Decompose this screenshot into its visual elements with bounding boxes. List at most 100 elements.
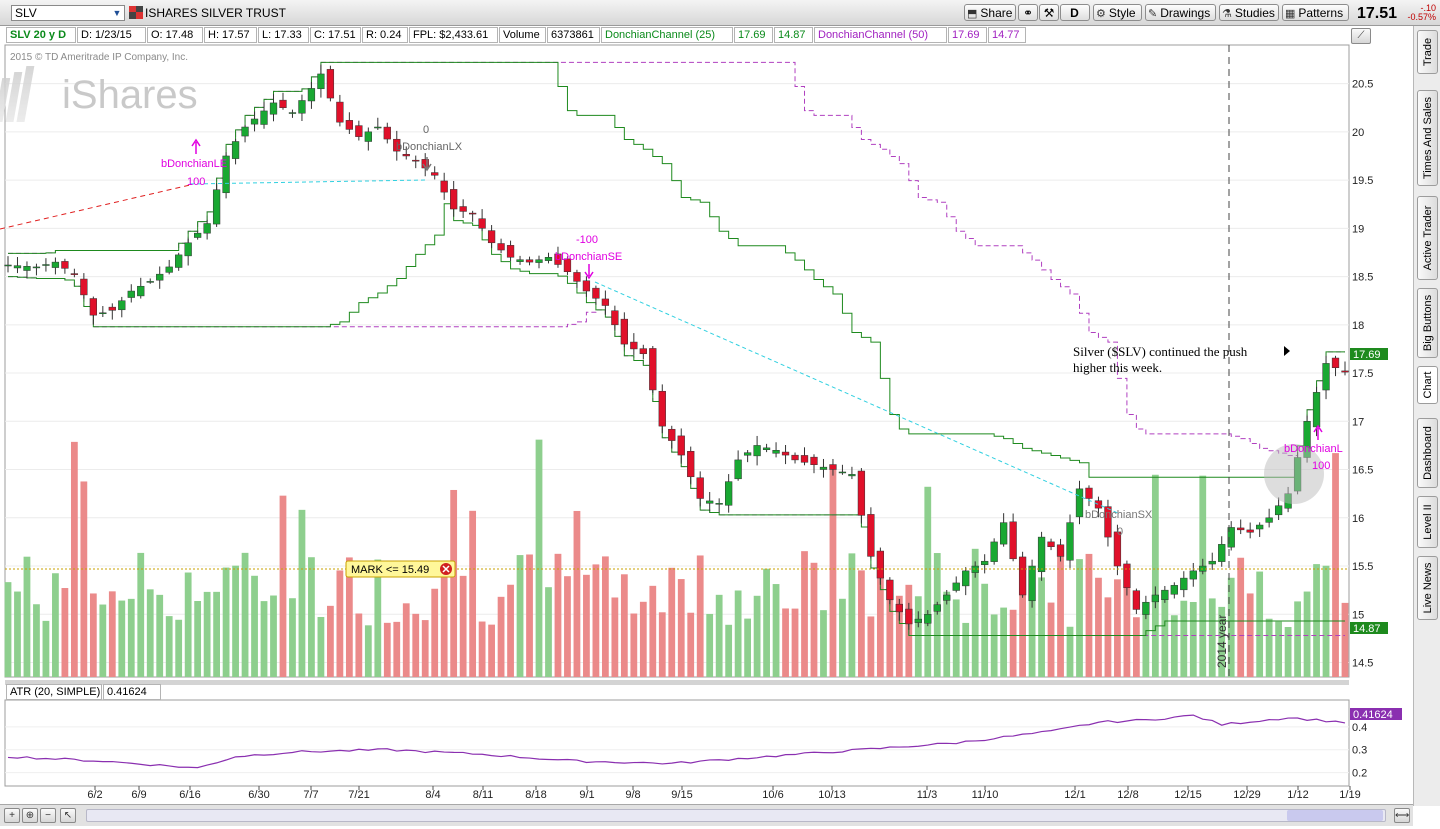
chart-scrollbar[interactable] [86, 809, 1386, 822]
volume-bar [734, 590, 742, 677]
time-tick-label: 8/18 [525, 789, 546, 801]
atr-label[interactable]: ATR (20, SIMPLE) [6, 684, 102, 700]
volume-bar [70, 441, 78, 677]
signal-se[interactable]: -100 bDonchianSE [555, 234, 622, 280]
signal-sx[interactable]: bDonchianSX 0 [1085, 509, 1153, 538]
candle-body [212, 189, 221, 225]
studies-icon: ⚗ [1222, 8, 1232, 20]
patterns-button[interactable]: ▦ Patterns [1282, 4, 1349, 21]
volume-label[interactable]: Volume [499, 27, 546, 43]
candle-body [364, 131, 372, 142]
pointer-icon[interactable]: ↖ [60, 808, 76, 823]
style-button[interactable]: ⚙ Style [1093, 4, 1142, 21]
volume-bar [431, 588, 439, 677]
expand-icon[interactable]: ⟷ [1394, 808, 1410, 823]
dc50-label[interactable]: DonchianChannel (50) [814, 27, 947, 43]
price-tick-label: 20.5 [1352, 79, 1373, 91]
arrow-down-icon [422, 157, 432, 172]
red-trendline[interactable] [0, 184, 191, 230]
mark-alert[interactable]: MARK <= 15.49 [345, 560, 456, 578]
candle-body [70, 273, 79, 275]
volume-bar [611, 597, 619, 677]
scrollbar-thumb[interactable] [1287, 810, 1383, 821]
volume-bar [1284, 626, 1292, 677]
price-tick-label: 15 [1352, 609, 1364, 621]
price-tick-label: 16 [1352, 513, 1364, 525]
candle-body [241, 126, 249, 137]
volume-bar [33, 604, 40, 677]
volume-bar [345, 557, 353, 677]
candle-body [1208, 560, 1216, 565]
drawings-button[interactable]: ✎ Drawings [1145, 4, 1216, 21]
link-button[interactable]: ⚭ [1018, 4, 1038, 21]
candle-body [725, 481, 733, 506]
upper-price-tag: 17.69 [1350, 348, 1388, 361]
time-axis[interactable]: 6/2 6/9 6/16 6/30 7/7 7/21 8/4 8/11 8/18 9/1 9/8 9/… [87, 786, 1361, 801]
volume-bar [23, 556, 31, 677]
zoom-in-icon[interactable]: + [4, 808, 20, 823]
tab-level-ii[interactable]: Level II [1417, 496, 1438, 548]
volume-bar [1151, 474, 1159, 677]
candle-body [231, 141, 240, 159]
candle-body [184, 242, 192, 257]
volume-bar [279, 495, 287, 677]
candle-body [573, 272, 581, 282]
volume-bar [639, 601, 647, 677]
candle-body [497, 243, 505, 251]
price-axis[interactable]: 20.5 20 19.5 19 18.5 18 17.5 17 16.5 16 15.5 15 14.5 [1352, 79, 1373, 670]
zoom-out-icon[interactable]: − [40, 808, 56, 823]
time-tick-label: 9/1 [579, 789, 594, 801]
price-chart[interactable]: iShares 2015 © TD Ameritrade IP Company,… [0, 0, 1413, 804]
tab-live-news[interactable]: Live News [1417, 556, 1438, 620]
tab-chart-label: Chart [1421, 371, 1434, 399]
candle-body [1142, 601, 1150, 615]
volume-bar [14, 591, 21, 677]
stat-range: R: 0.24 [362, 27, 408, 43]
volume-bar [127, 598, 135, 677]
chart-mode-icon[interactable]: ⟋ [1351, 28, 1371, 44]
volume-bar [383, 622, 391, 677]
cyan-trendline-2[interactable] [594, 281, 1121, 515]
studies-label: Studies [1234, 6, 1275, 20]
tab-times-and-sales[interactable]: Times And Sales [1417, 90, 1438, 186]
signal-le[interactable]: bDonchianLE 100 [161, 138, 227, 188]
volume-bar [914, 596, 922, 677]
tab-dashboard[interactable]: Dashboard [1417, 418, 1438, 488]
tab-big-buttons[interactable]: Big Buttons [1417, 288, 1438, 358]
signal-lx[interactable]: 0 bDonchianLX [396, 124, 463, 172]
signal-le2[interactable]: bDonchianL 100 [1284, 424, 1343, 472]
chevron-down-icon[interactable]: ▼ [112, 8, 122, 18]
symbol-period[interactable]: SLV 20 y D [6, 27, 76, 43]
time-tick-label: 12/29 [1233, 789, 1261, 801]
upper-price-tag-label: 17.69 [1353, 349, 1381, 361]
atr-value-tag-label: 0.41624 [1353, 709, 1393, 721]
time-tick-label: 8/4 [425, 789, 440, 801]
share-button[interactable]: ⬒ Share [964, 4, 1016, 21]
candle-body [450, 189, 458, 210]
tab-chart[interactable]: Chart [1417, 366, 1438, 404]
zoom-fit-icon[interactable]: ⊕ [22, 808, 38, 823]
candle-body [487, 230, 496, 244]
symbol-input[interactable]: SLV ▼ [11, 5, 125, 21]
panel-splitter[interactable] [5, 680, 1349, 685]
volume-bar [545, 587, 552, 677]
candle-body [715, 503, 723, 505]
tab-active-trader[interactable]: Active Trader [1417, 196, 1438, 280]
settings-button[interactable]: ⚒ [1039, 4, 1059, 21]
studies-button[interactable]: ⚗ Studies [1219, 4, 1279, 21]
price-tick-label: 20 [1352, 127, 1364, 139]
volume-bar [1341, 602, 1349, 677]
volume-bar [1104, 597, 1112, 677]
dc25-label[interactable]: DonchianChannel (25) [601, 27, 733, 43]
period-button[interactable]: D [1060, 4, 1090, 21]
volume-bar [327, 605, 334, 677]
volume-bar [924, 486, 932, 677]
volume-bar [962, 622, 970, 677]
price-tick-label: 19.5 [1352, 175, 1373, 187]
text-annotation[interactable]: Silver ($SLV) continued the push higher … [1073, 344, 1290, 375]
signal-se-qty: -100 [576, 234, 598, 246]
tab-trade[interactable]: Trade [1417, 30, 1438, 74]
price-change: -.10 -0.57% [1404, 4, 1436, 22]
watermark-text: iShares [62, 73, 198, 117]
volume-bar [469, 510, 477, 677]
